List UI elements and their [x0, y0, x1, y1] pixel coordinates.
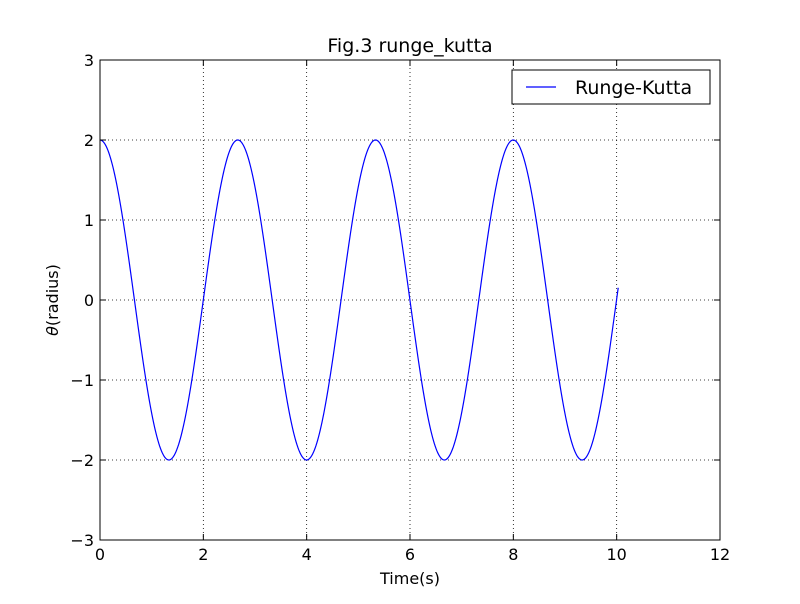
y-tick-label: −3: [70, 531, 94, 550]
x-tick-label: 6: [405, 545, 415, 564]
y-tick-label: 2: [84, 131, 94, 150]
y-axis-label-text: (radius): [43, 264, 62, 326]
y-axis-label-symbol: θ: [43, 326, 62, 336]
y-tick-label: 3: [84, 51, 94, 70]
y-axis-label: θ(radius): [43, 264, 62, 336]
x-tick-label: 0: [95, 545, 105, 564]
x-axis-label: Time(s): [379, 569, 440, 588]
plot-area-frame: [99, 59, 721, 541]
x-tick-label: 8: [508, 545, 518, 564]
legend: Runge-Kutta: [511, 69, 711, 105]
series-line-runge-kutta: [99, 139, 619, 461]
x-tick-label: 10: [606, 545, 626, 564]
y-tick-label: −1: [70, 371, 94, 390]
series-group: [99, 139, 619, 461]
y-tick-label: 0: [84, 291, 94, 310]
x-tick-label: 4: [302, 545, 312, 564]
y-tick-label: −2: [70, 451, 94, 470]
y-tick-label: 1: [84, 211, 94, 230]
x-tick-label: 2: [198, 545, 208, 564]
chart-title: Fig.3 runge_kutta: [327, 35, 492, 57]
legend-label-runge-kutta: Runge-Kutta: [575, 77, 692, 99]
x-tick-label: 12: [710, 545, 730, 564]
